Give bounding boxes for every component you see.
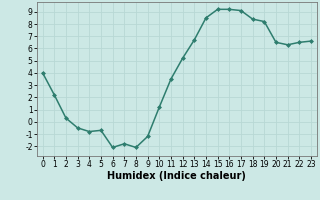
X-axis label: Humidex (Indice chaleur): Humidex (Indice chaleur) (108, 171, 246, 181)
